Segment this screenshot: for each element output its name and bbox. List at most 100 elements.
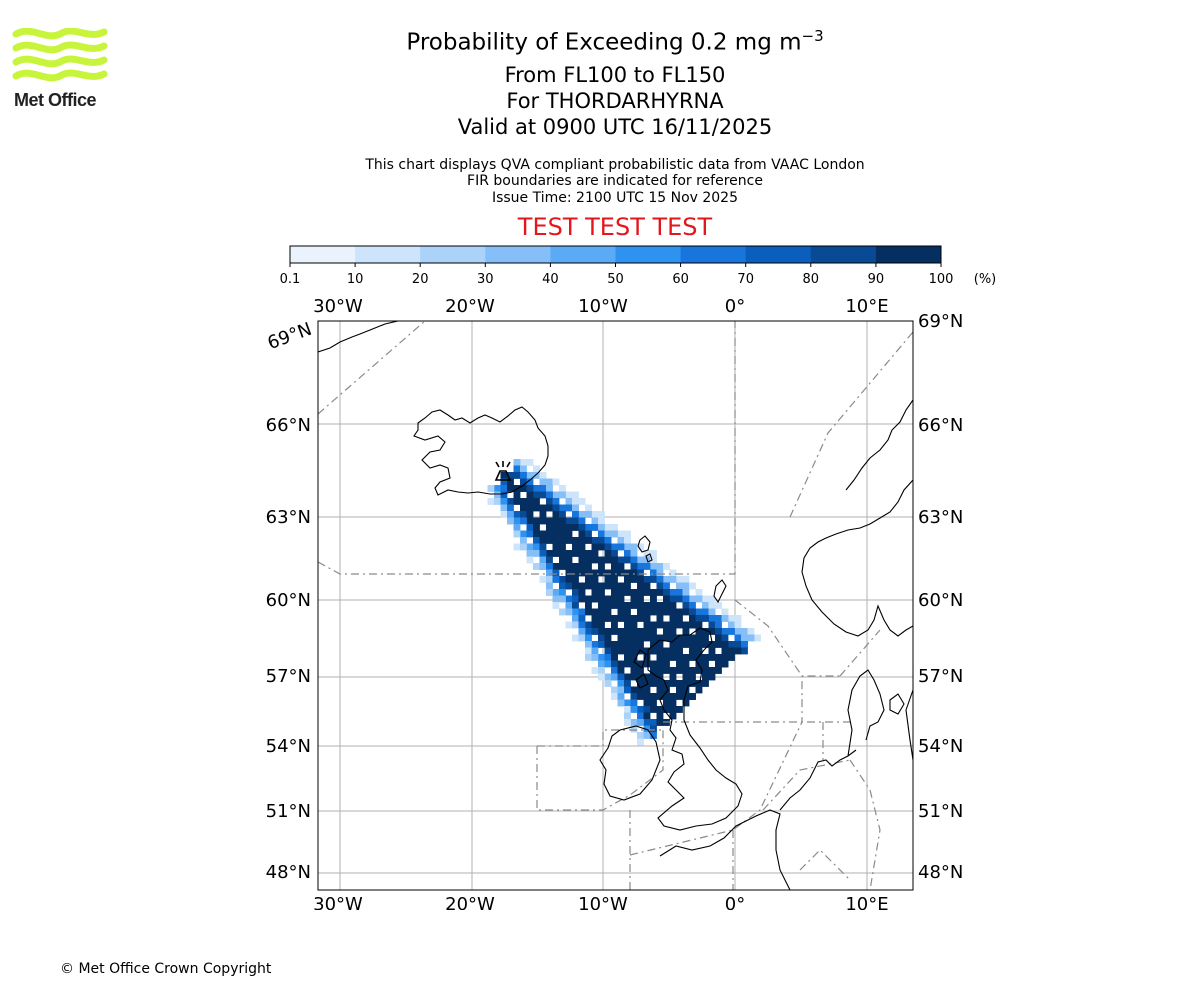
plume-cell	[611, 569, 618, 577]
plume-cell	[650, 576, 657, 583]
plume-cell	[637, 686, 644, 694]
plume-cell	[650, 602, 657, 609]
chart-title: Probability of Exceeding 0.2 mg m−3	[315, 27, 915, 56]
plume-cell	[708, 667, 716, 674]
plume-cell	[650, 680, 657, 687]
plume-cell	[676, 615, 683, 622]
plume-cell	[552, 517, 560, 525]
plume-cell	[695, 641, 703, 648]
plume-cell	[663, 647, 670, 655]
plume-cell	[643, 693, 651, 700]
plume-cell	[643, 628, 651, 635]
plume-cell	[656, 660, 664, 668]
plume-cell	[611, 693, 618, 700]
plume-cell	[539, 550, 547, 557]
plume-cell	[539, 556, 547, 564]
plume-cell	[630, 589, 638, 596]
plume-cell	[663, 582, 670, 590]
plume-cell	[643, 582, 651, 590]
plume-cell	[611, 667, 618, 674]
plume-cell	[643, 680, 651, 687]
plume-cell	[630, 634, 638, 642]
plume-cell	[598, 602, 605, 609]
plume-cell	[598, 556, 605, 564]
plume-cell	[604, 550, 612, 557]
plume-cell	[572, 595, 579, 603]
plume-cell	[747, 628, 755, 635]
plume-cell	[702, 641, 709, 648]
plume-cell	[643, 686, 651, 694]
plume-cell	[611, 660, 618, 668]
plume-cell	[572, 517, 579, 525]
plume-cell	[546, 524, 553, 531]
plume-cell	[682, 673, 690, 681]
plume-cell	[656, 608, 664, 616]
plume-cell	[591, 543, 599, 551]
plume-cell	[656, 680, 664, 687]
plume-cell	[741, 634, 748, 642]
plume-cell	[637, 615, 644, 622]
lon-label: 0°	[725, 296, 745, 317]
plume-cell	[624, 673, 631, 681]
plume-cell	[598, 524, 605, 531]
plume-cell	[585, 582, 592, 590]
plume-cell	[663, 589, 670, 596]
plume-cell	[520, 530, 527, 538]
plume-cell	[617, 569, 625, 577]
plume-cell	[676, 706, 683, 713]
plume-cell	[669, 706, 677, 713]
plume-cell	[663, 602, 670, 609]
plume-cell	[630, 660, 638, 668]
plume-cell	[624, 641, 631, 648]
plume-cell	[721, 660, 729, 668]
plume-cell	[500, 511, 508, 518]
plume-cell	[630, 602, 638, 609]
plume-cell	[585, 654, 592, 661]
plume-cell	[585, 563, 592, 570]
issue-time: Issue Time: 2100 UTC 15 Nov 2025	[491, 190, 739, 206]
plume-cell	[591, 621, 599, 629]
plume-cell	[637, 660, 644, 668]
plume-cell	[611, 524, 618, 531]
plume-cell	[559, 537, 566, 544]
plume-cell	[721, 647, 729, 655]
plume-cell	[572, 576, 579, 583]
plume-cell	[630, 615, 638, 622]
plume-cell	[513, 498, 521, 505]
logo-wave	[12, 41, 108, 54]
plume-cell	[591, 537, 599, 544]
plume-cell	[650, 693, 657, 700]
plume-cell	[565, 621, 573, 629]
plume-cell	[643, 647, 651, 655]
plume-cell	[604, 654, 612, 661]
plume-cell	[695, 595, 703, 603]
plume-cell	[689, 647, 696, 655]
plume-cell	[604, 673, 612, 681]
lon-labels-top: 30°W 20°W 10°W 0° 10°E	[313, 296, 888, 317]
plume-cell	[520, 472, 527, 479]
plume-cell	[494, 485, 501, 492]
plume-cell	[624, 719, 631, 726]
plume-cell	[637, 602, 644, 609]
plume-cell	[715, 602, 722, 609]
plume-cell	[591, 589, 599, 596]
plume-cell	[689, 595, 696, 603]
plume-cell	[572, 608, 579, 616]
plume-cell	[617, 680, 625, 687]
logo-text: Met Office	[14, 90, 97, 110]
plume-cell	[617, 693, 625, 700]
plume-cell	[565, 569, 573, 577]
plume-cell	[591, 556, 599, 564]
plume-cell	[708, 602, 716, 609]
plume-cell	[669, 641, 677, 648]
plume-cell	[604, 582, 612, 590]
plume-cell	[721, 608, 729, 616]
plume-cell	[624, 706, 631, 713]
plume-cell	[617, 628, 625, 635]
plume-cell	[689, 641, 696, 648]
plume-cell	[572, 569, 579, 577]
plume-cell	[663, 654, 670, 661]
plume-cell	[637, 712, 644, 720]
plume-cell	[546, 589, 553, 596]
plume-cell	[611, 647, 618, 655]
